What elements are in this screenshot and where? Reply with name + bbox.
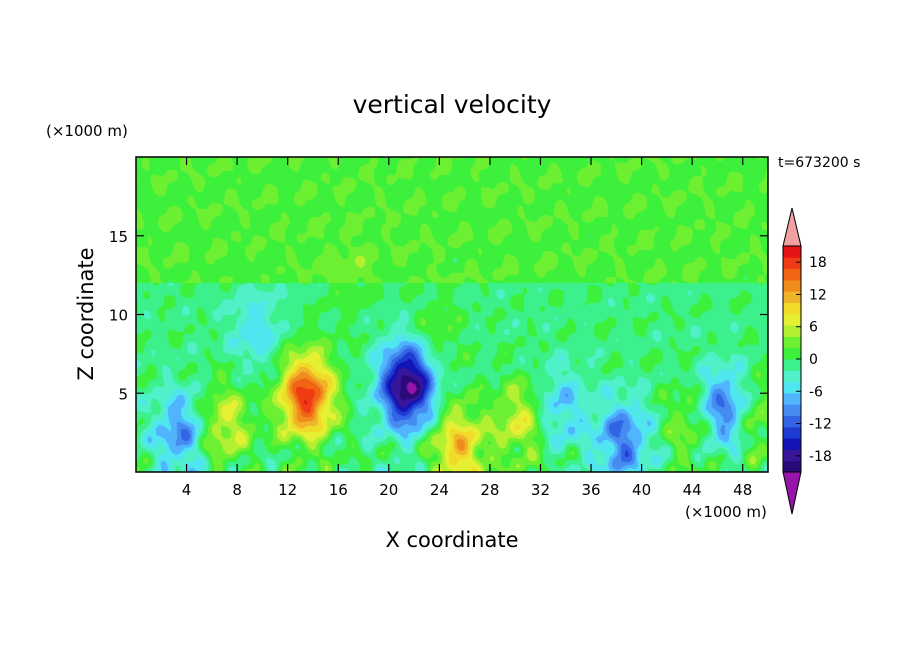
x-tick-label: 48 [733,481,752,499]
x-tick-label: 20 [379,481,398,499]
colorbar-segment [783,313,801,326]
colorbar-segment [783,426,801,439]
colorbar-label: -18 [809,449,832,465]
colorbar-segment [783,336,801,349]
chart-title: vertical velocity [353,90,552,119]
colorbar-segment [783,279,801,292]
x-tick-label: 44 [683,481,702,499]
colorbar-segment [783,381,801,394]
colorbar: 18 12 6 0 -6 -12 -18 [782,207,832,515]
x-tick-label: 8 [232,481,242,499]
colorbar-segment [783,460,801,473]
colorbar-label: 12 [809,287,827,303]
colorbar-segment [783,268,801,281]
x-axis-label: X coordinate [385,528,518,552]
y-axis-ticks: 5 10 15 [109,228,768,403]
y-unit-label: (×1000 m) [46,122,128,140]
x-tick-label: 12 [278,481,297,499]
y-tick-label: 5 [118,385,128,403]
x-tick-label: 36 [581,481,600,499]
x-tick-label: 4 [182,481,192,499]
y-axis-label: Z coordinate [74,247,98,380]
velocity-field [136,157,768,472]
x-tick-label: 32 [531,481,550,499]
x-tick-label: 16 [329,481,348,499]
colorbar-segment [783,370,801,383]
plot-area [135,156,769,473]
colorbar-label: -6 [809,384,823,400]
colorbar-segment [783,246,801,258]
colorbar-segment [783,302,801,315]
colorbar-label: -12 [809,417,832,433]
colorbar-under-triangle [782,471,802,515]
colorbar-over-triangle [782,207,802,247]
x-tick-label: 28 [480,481,499,499]
x-tick-label: 40 [632,481,651,499]
y-tick-label: 10 [109,307,128,325]
x-axis-ticks: 4 8 12 16 20 24 28 32 36 40 44 48 [182,157,752,499]
colorbar-label: 18 [809,255,827,271]
colorbar-segment [783,347,801,360]
colorbar-segment [783,392,801,405]
colorbar-segment [783,291,801,303]
colorbar-label: 0 [809,352,818,368]
time-label: t=673200 s [778,155,860,171]
colorbar-segment [783,325,801,337]
y-tick-label: 15 [109,228,128,246]
colorbar-label: 6 [809,320,818,336]
colorbar-segment [783,257,801,270]
colorbar-segment [783,449,801,462]
colorbar-segment [783,438,801,450]
colorbar-segment [783,415,801,428]
colorbar-segment [783,359,801,371]
colorbar-segment [783,404,801,416]
x-unit-label: (×1000 m) [685,503,767,521]
x-tick-label: 24 [430,481,449,499]
